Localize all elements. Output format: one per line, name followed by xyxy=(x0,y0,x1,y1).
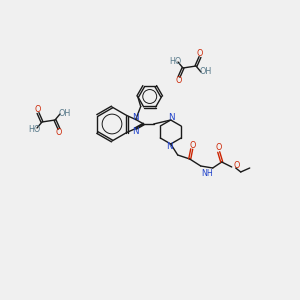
Text: HO: HO xyxy=(169,56,181,65)
Text: N: N xyxy=(133,127,139,136)
Text: O: O xyxy=(176,76,182,85)
Text: NH: NH xyxy=(202,169,214,178)
Text: N: N xyxy=(133,112,139,122)
Text: HO: HO xyxy=(28,124,40,134)
Text: O: O xyxy=(215,143,221,152)
Text: OH: OH xyxy=(200,68,212,76)
Text: OH: OH xyxy=(59,110,71,118)
Text: N: N xyxy=(169,113,175,122)
Text: O: O xyxy=(56,128,62,137)
Text: O: O xyxy=(197,49,203,58)
Text: N: N xyxy=(167,142,173,151)
Text: O: O xyxy=(35,105,41,114)
Text: O: O xyxy=(234,161,240,170)
Text: O: O xyxy=(189,140,195,149)
